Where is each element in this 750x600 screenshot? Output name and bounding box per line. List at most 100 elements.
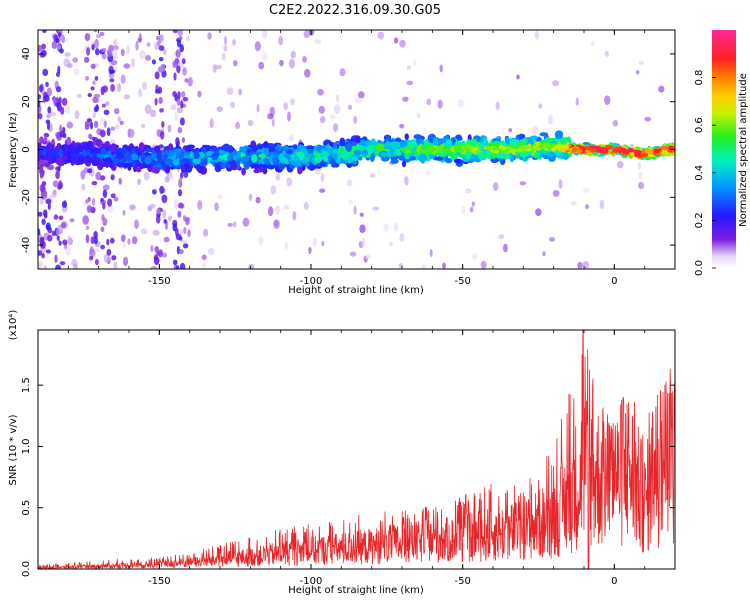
x-tick-label: -50 — [454, 576, 470, 587]
y-tick-label: 1.5 — [21, 377, 32, 393]
spectrogram-blob — [359, 212, 364, 217]
spectrogram-blob — [76, 156, 85, 165]
spectrogram-blob — [174, 111, 178, 122]
spectrogram-blob — [206, 144, 211, 151]
spectrogram-blob — [67, 144, 74, 153]
spectrogram-blob — [90, 147, 99, 154]
spectrogram-blob — [163, 219, 168, 224]
spectrogram-blob — [86, 205, 92, 213]
spectrogram-blob — [38, 211, 43, 217]
spectrogram-blob — [214, 202, 219, 212]
spectrogram-blob — [65, 246, 71, 256]
spectrogram-peak — [435, 149, 443, 154]
spectrogram-blob — [178, 36, 183, 41]
spectrogram-blob — [46, 146, 52, 153]
spectrogram-blob — [287, 111, 291, 122]
spectrogram-blob — [286, 177, 293, 187]
spectrogram-blob — [43, 264, 47, 269]
spectrogram-peak — [575, 148, 583, 154]
y-tick-label: 40 — [21, 48, 32, 61]
spectrogram-blob — [302, 56, 307, 63]
spectrogram-blob — [339, 137, 346, 147]
spectrogram-blob — [570, 200, 578, 206]
spectrogram-blob — [246, 151, 251, 156]
spectrogram-peak — [571, 148, 577, 153]
spectrogram-blob — [353, 150, 362, 156]
spectrogram-blob — [290, 50, 297, 59]
spectrogram-blob — [230, 163, 238, 171]
spectrogram-blob — [44, 94, 50, 102]
spectrogram-blob — [66, 31, 72, 36]
spectrogram-blob — [279, 59, 284, 67]
spectrogram-blob — [548, 114, 553, 125]
spectrogram-blob — [161, 194, 168, 204]
spectrogram-blob — [224, 35, 228, 46]
spectrogram-blob — [60, 221, 67, 229]
spectrogram-blob — [99, 31, 105, 37]
spectrogram-blob — [390, 158, 399, 164]
spectrogram-blob — [55, 166, 60, 171]
spectrogram-blob — [154, 246, 159, 253]
spectrogram-blob — [637, 181, 645, 190]
spectrogram-blob — [242, 217, 250, 227]
spectrogram-blob — [277, 162, 286, 170]
spectrogram-blob — [201, 262, 207, 268]
spectrogram-y-axis-label: Frequency (Hz) — [8, 112, 19, 188]
spectrogram-blob — [393, 222, 399, 232]
spectrogram-blob — [160, 63, 166, 73]
spectrogram-blob — [45, 81, 49, 88]
spectrogram-blob — [233, 155, 240, 160]
spectrogram-blob — [365, 254, 371, 259]
spectrogram-blob — [179, 228, 184, 236]
spectrogram-blob — [102, 85, 108, 93]
spectrogram-blob — [94, 48, 100, 56]
spectrogram-blob — [308, 30, 315, 36]
spectrogram-blob — [150, 266, 158, 269]
spectrogram-blob — [173, 72, 177, 81]
spectrogram-blob — [62, 239, 68, 246]
spectrogram-blob — [58, 215, 64, 221]
spectrogram-blob — [560, 138, 567, 145]
spectrogram-blob — [616, 160, 624, 169]
spectrogram-blob — [258, 153, 267, 159]
spectrogram-blob — [275, 205, 280, 212]
spectrogram-blob — [399, 123, 405, 129]
spectrogram-blob — [292, 210, 297, 221]
spectrogram-blob — [248, 263, 255, 269]
spectrogram-blob — [91, 43, 95, 51]
spectrogram-blob — [116, 152, 125, 160]
spectrogram-blob — [110, 84, 115, 92]
spectrogram-blob — [552, 80, 560, 87]
figure-title: C2E2.2022.316.09.30.G05 — [269, 3, 441, 18]
spectrogram-blob — [164, 149, 169, 156]
spectrogram-blob — [261, 51, 268, 61]
spectrogram-blob — [558, 179, 563, 189]
colorbar-tick-label: 0.8 — [694, 70, 705, 86]
spectrogram-blob — [76, 144, 83, 152]
spectrogram-blob — [43, 209, 48, 218]
spectrogram-blob — [272, 158, 278, 165]
spectrogram-blob — [599, 199, 605, 210]
spectrogram-blob — [361, 149, 369, 156]
spectrogram-blob — [334, 104, 341, 114]
snr-y-axis-label: SNR (10 * v/v) — [8, 414, 19, 485]
x-tick-label: 0 — [611, 576, 617, 587]
spectrogram-blob — [290, 160, 296, 166]
spectrogram-blob — [72, 263, 78, 269]
spectrogram-blob — [404, 154, 410, 160]
spectrogram-blob — [83, 56, 90, 63]
spectrogram-peak — [459, 145, 467, 150]
spectrogram-blob — [140, 156, 145, 164]
spectrogram-blob — [531, 126, 539, 136]
spectrogram-blob — [193, 152, 200, 159]
spectrogram-blob — [283, 102, 289, 111]
spectrogram-blob — [129, 204, 136, 211]
spectrogram-blob — [110, 193, 116, 199]
spectrogram-blob — [554, 130, 564, 140]
spectrogram-peak — [442, 148, 451, 153]
spectrogram-blob — [179, 44, 185, 53]
spectrogram-blob — [172, 30, 178, 34]
spectrogram-blob — [434, 156, 442, 161]
spectrogram-blob — [262, 30, 268, 39]
spectrogram-blob — [158, 45, 165, 51]
